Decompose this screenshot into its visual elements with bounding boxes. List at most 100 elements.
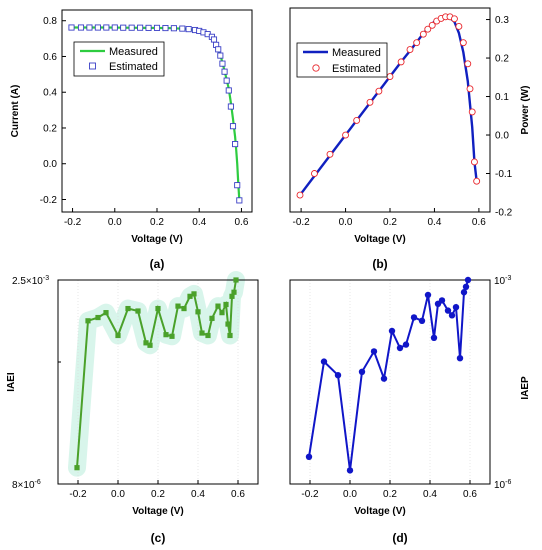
panel-c-iaei: -0.2 0.0 0.2 0.4 0.6 8×10-6 2.5×10-3 Voltage (V… bbox=[6, 271, 259, 545]
estimated-point bbox=[223, 77, 230, 84]
data-point bbox=[456, 355, 464, 362]
data-point bbox=[219, 310, 225, 316]
panel-a-current-voltage: -0.2 0.0 0.2 0.4 0.6 -0.2 0.0 0.2 0.4 0.6 0.8 Volta… bbox=[10, 9, 253, 271]
y-tick-label: -0.2 bbox=[40, 195, 58, 206]
estimated-point bbox=[120, 24, 127, 31]
estimated-point bbox=[450, 15, 458, 23]
data-point bbox=[229, 293, 235, 299]
data-point bbox=[448, 312, 456, 319]
data-point bbox=[460, 289, 468, 296]
data-point bbox=[444, 307, 452, 314]
panel-caption: (c) bbox=[151, 531, 166, 545]
y-tick-label: 0.3 bbox=[495, 15, 509, 26]
data-point bbox=[163, 332, 169, 338]
estimated-point bbox=[413, 39, 421, 47]
data-point bbox=[402, 341, 410, 348]
x-tick-label: 0.4 bbox=[192, 217, 206, 228]
data-point bbox=[175, 303, 181, 309]
estimated-point bbox=[459, 39, 467, 47]
x-tick-label: -0.2 bbox=[64, 217, 82, 228]
panel-caption: (a) bbox=[150, 257, 165, 271]
data-point bbox=[181, 305, 187, 312]
estimated-point bbox=[406, 46, 414, 54]
estimated-point bbox=[464, 60, 472, 68]
data-point bbox=[143, 340, 149, 346]
estimated-point bbox=[219, 60, 226, 67]
data-point bbox=[438, 297, 446, 304]
x-tick-label: 0.4 bbox=[191, 489, 205, 500]
estimated-point bbox=[217, 52, 224, 59]
y-tick-label: 0.0 bbox=[43, 159, 57, 170]
panel-caption: (d) bbox=[392, 531, 407, 545]
estimated-point bbox=[227, 103, 234, 110]
y-tick-label: 10-3 bbox=[494, 275, 511, 287]
estimated-point bbox=[215, 46, 222, 53]
estimated-point bbox=[342, 131, 350, 139]
estimated-point bbox=[225, 87, 232, 94]
estimated-point bbox=[353, 116, 361, 124]
estimated-point bbox=[145, 24, 152, 31]
y-tick-label: 0.4 bbox=[43, 88, 57, 99]
x-tick-label: 0.2 bbox=[383, 489, 397, 500]
estimated-point bbox=[470, 158, 478, 166]
estimated-point bbox=[386, 73, 394, 80]
estimated-point bbox=[310, 170, 318, 177]
legend-box bbox=[73, 41, 165, 77]
y-axis-label: Power (W) bbox=[520, 86, 531, 135]
estimated-point bbox=[455, 23, 463, 30]
x-axis-label: Voltage (V) bbox=[354, 234, 405, 245]
estimated-point bbox=[153, 24, 161, 31]
data-point bbox=[169, 333, 175, 339]
x-tick-label: 0.6 bbox=[231, 489, 245, 500]
estimated-point bbox=[232, 141, 239, 148]
x-tick-label: 0.6 bbox=[463, 489, 477, 500]
estimated-point bbox=[326, 150, 334, 158]
y-tick-label: 0.1 bbox=[495, 92, 509, 103]
data-point bbox=[74, 465, 80, 471]
x-tick-label: 0.4 bbox=[423, 489, 437, 500]
x-tick-label: 0.2 bbox=[151, 489, 165, 500]
data-point bbox=[452, 304, 460, 311]
x-tick-label: 0.0 bbox=[339, 217, 353, 228]
legend: Measured Estimated bbox=[73, 41, 165, 77]
estimated-point bbox=[428, 21, 436, 29]
estimated-point bbox=[103, 24, 110, 31]
estimated-point bbox=[397, 58, 405, 66]
estimated-point bbox=[366, 98, 374, 106]
data-point bbox=[388, 327, 396, 335]
panel-b-power-voltage: -0.2 0.0 0.2 0.4 0.6 -0.2 -0.1 0.0 0.1 0.2 0.3 Volt… bbox=[289, 7, 531, 271]
data-point bbox=[396, 344, 404, 352]
data-point bbox=[358, 368, 366, 375]
data-point bbox=[305, 453, 313, 460]
estimated-point bbox=[185, 26, 192, 33]
legend-estimated-swatch bbox=[312, 64, 320, 72]
y-axis-label: IAEI bbox=[6, 372, 17, 392]
estimated-point bbox=[210, 36, 218, 43]
data-point bbox=[424, 291, 432, 299]
data-point bbox=[187, 293, 193, 299]
data-point bbox=[125, 305, 131, 312]
estimated-point bbox=[296, 191, 304, 199]
plot-frame bbox=[61, 9, 253, 213]
estimated-point bbox=[170, 25, 177, 32]
data-point bbox=[95, 314, 101, 321]
data-point bbox=[205, 332, 211, 339]
data-point bbox=[462, 283, 470, 290]
estimated-point bbox=[68, 24, 75, 31]
x-tick-label: 0.4 bbox=[427, 217, 441, 228]
data-point bbox=[370, 348, 378, 355]
y-tick-label: 0.8 bbox=[43, 16, 57, 27]
estimated-point bbox=[86, 24, 93, 31]
legend-measured-label: Measured bbox=[109, 46, 158, 58]
y-tick-label: -0.2 bbox=[495, 208, 513, 219]
series-line bbox=[76, 279, 237, 468]
estimated-point bbox=[137, 24, 144, 31]
y-tick-label: 0.6 bbox=[43, 52, 57, 63]
y-tick-label: 0.2 bbox=[43, 123, 57, 134]
x-tick-label: 0.0 bbox=[111, 489, 125, 500]
data-point bbox=[231, 289, 237, 295]
y-tick-label: 2.5×10-3 bbox=[12, 275, 49, 287]
data-point bbox=[346, 467, 354, 474]
data-point bbox=[135, 308, 141, 314]
data-point bbox=[103, 310, 109, 316]
